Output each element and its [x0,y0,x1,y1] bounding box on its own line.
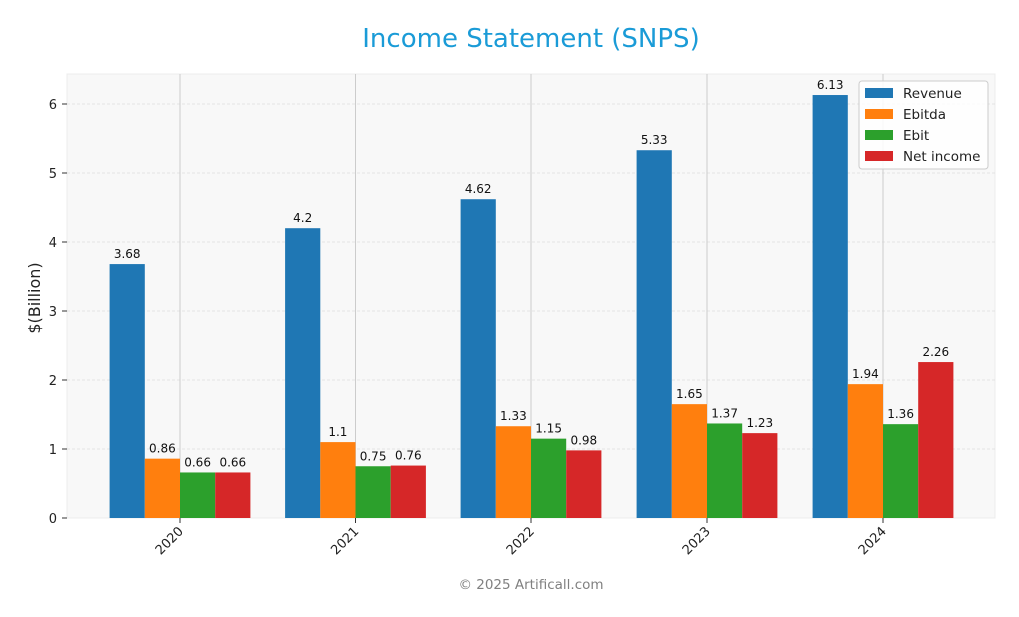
footer-copyright: © 2025 Artificall.com [458,577,603,593]
x-tick-label-2022: 2022 [504,524,538,558]
y-axis: 0 1 2 3 4 5 6 [49,98,67,527]
bar-ebitda-2021 [320,442,356,518]
bar-ebit-2024 [883,424,919,518]
bar-value-label: 1.23 [746,416,773,430]
y-tick-label: 2 [49,374,57,389]
bar-revenue-2023 [636,150,672,519]
bar-value-label: 0.98 [570,433,597,447]
chart-title: Income Statement (SNPS) [362,24,699,54]
bar-net-income-2023 [742,433,778,518]
legend-swatch-net-income [865,151,893,161]
bar-value-label: 1.1 [328,425,347,439]
bar-revenue-2024 [812,95,848,518]
bar-value-label: 1.15 [535,422,562,436]
bar-revenue-2022 [460,199,496,518]
bar-ebitda-2020 [144,458,180,518]
y-axis-label: $(Billion) [25,262,44,333]
bar-net-income-2024 [918,362,954,518]
bar-value-label: 3.68 [114,247,141,261]
x-tick-label-2023: 2023 [680,524,714,558]
bar-value-label: 1.33 [500,409,527,423]
y-tick-label: 5 [49,167,57,182]
bar-value-label: 1.65 [676,387,703,401]
bar-ebitda-2023 [671,404,707,518]
x-tick-label-2020: 2020 [153,524,187,558]
bar-revenue-2021 [285,228,321,518]
bar-ebitda-2022 [495,426,531,518]
bar-value-label: 0.76 [395,449,422,463]
bar-ebit-2020 [180,472,216,518]
y-tick-label: 6 [49,98,57,113]
bar-value-label: 2.26 [922,345,949,359]
y-tick-label: 0 [49,512,57,527]
bar-value-label: 0.66 [184,455,211,469]
bar-value-label: 4.62 [465,182,492,196]
bar-net-income-2021 [390,465,426,518]
bar-net-income-2022 [566,450,602,518]
legend: Revenue Ebitda Ebit Net income [858,80,989,170]
bar-value-label: 1.94 [852,367,879,381]
bar-value-label: 6.13 [817,78,844,92]
bar-revenue-2020 [109,264,145,518]
legend-swatch-revenue [865,88,893,98]
legend-label-ebitda: Ebitda [903,107,946,123]
legend-label-net-income: Net income [903,149,980,165]
bar-value-label: 1.37 [711,406,738,420]
bar-net-income-2020 [215,472,251,518]
legend-label-ebit: Ebit [903,128,929,144]
x-tick-label-2021: 2021 [328,524,362,558]
x-axis: 2020 2021 2022 2023 2024 [153,518,890,558]
legend-box [858,80,989,170]
y-tick-label: 1 [49,443,57,458]
bar-value-label: 4.2 [293,211,312,225]
y-tick-label: 3 [49,305,57,320]
bars: 3.68 4.2 4.62 5.33 6.13 0.86 1.1 1.33 1.65 1.94 0.… [109,78,954,519]
bar-ebit-2023 [707,423,743,518]
bar-value-label: 0.75 [360,449,387,463]
bar-value-label: 1.36 [887,407,914,421]
bar-ebit-2022 [531,438,567,518]
y-tick-label: 4 [49,236,57,251]
bar-ebitda-2024 [847,384,883,518]
bar-ebit-2021 [355,466,391,518]
bar-value-label: 0.86 [149,442,176,456]
legend-swatch-ebitda [865,109,893,119]
bar-value-label: 5.33 [641,133,668,147]
x-tick-label-2024: 2024 [856,524,890,558]
bar-value-label: 0.66 [219,455,246,469]
legend-label-revenue: Revenue [903,86,962,102]
legend-swatch-ebit [865,130,893,140]
